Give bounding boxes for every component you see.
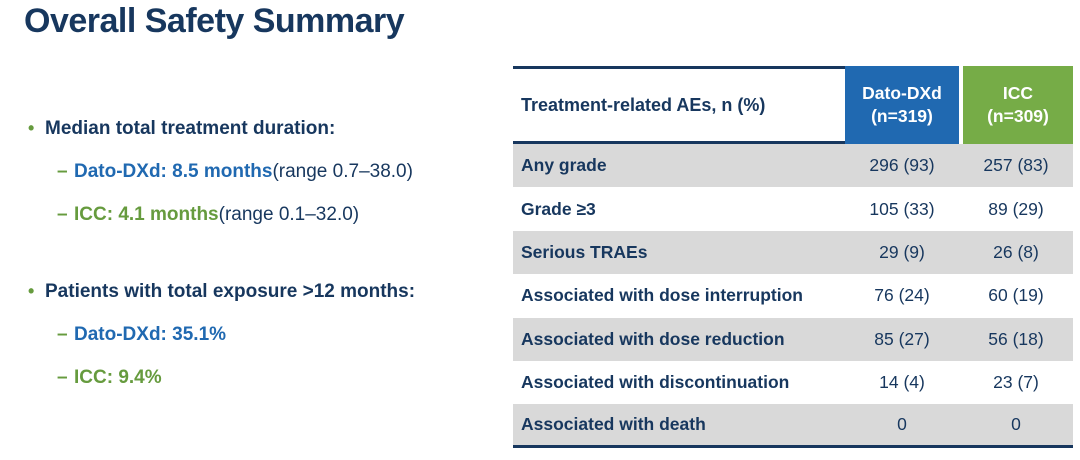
- sub-bullet-highlight: ICC: 4.1 months: [74, 204, 219, 225]
- table-row: Associated with death 0 0: [513, 404, 1073, 448]
- row-value-icc: 26 (8): [959, 230, 1073, 275]
- row-label: Associated with death: [513, 404, 845, 448]
- bullet-dot-icon: •: [28, 281, 35, 301]
- col-icc-n: (n=309): [987, 106, 1049, 126]
- row-value-icc: 0: [959, 404, 1073, 448]
- sub-bullet-highlight: Dato-DXd: 35.1%: [74, 324, 227, 345]
- bullet-panel: • Median total treatment duration: – Dato-D…: [28, 116, 506, 409]
- bullet-group-1: • Patients with total exposure >12 months…: [28, 279, 506, 390]
- table-row: Associated with dose reduction 85 (27) 56 …: [513, 317, 1073, 361]
- table-row: Grade ≥3 105 (33) 89 (29): [513, 187, 1073, 230]
- row-value-icc: 56 (18): [959, 317, 1073, 361]
- row-value-icc: 23 (7): [993, 372, 1039, 393]
- row-value-icc: 257 (83): [959, 144, 1073, 188]
- row-value-dato: 14 (4): [879, 372, 925, 393]
- row-value-dato: 76 (24): [874, 285, 930, 306]
- row-value-icc: 89 (29): [988, 198, 1044, 219]
- col-icc-name: ICC: [1002, 83, 1034, 104]
- bullet-heading-label: Median total treatment duration:: [45, 118, 336, 139]
- sub-bullet-1-0: – Dato-DXd: 35.1%: [28, 323, 506, 347]
- bullet-heading-label: Patients with total exposure >12 months:: [45, 281, 416, 302]
- sub-bullet-dash-icon: –: [57, 161, 68, 182]
- sub-bullet-highlight: Dato-DXd: 8.5 months: [74, 161, 273, 182]
- sub-bullet-1-1: – ICC: 9.4%: [28, 366, 506, 390]
- safety-table-panel: Treatment-related AEs, n (%) Dato-DXd (n…: [513, 66, 1073, 448]
- table-header-row: Treatment-related AEs, n (%) Dato-DXd (n…: [513, 66, 1073, 144]
- row-value-dato: 29 (9): [845, 230, 959, 275]
- row-label: Associated with discontinuation: [521, 372, 790, 393]
- sub-bullet-suffix: (range 0.7–38.0): [272, 161, 413, 182]
- sub-bullet-dash-icon: –: [57, 204, 68, 225]
- safety-table: Treatment-related AEs, n (%) Dato-DXd (n…: [513, 66, 1073, 448]
- table-header-icc: ICC (n=309): [959, 66, 1073, 144]
- table-row: Any grade 296 (93) 257 (83): [513, 144, 1073, 188]
- col-dato-n: (n=319): [871, 106, 933, 126]
- row-value-dato: 85 (27): [845, 317, 959, 361]
- table-row: Associated with dose interruption 76 (24)…: [513, 274, 1073, 317]
- sub-bullet-0-0: – Dato-DXd: 8.5 months (range 0.7–38.0): [28, 160, 506, 184]
- row-value-dato: 296 (93): [845, 144, 959, 188]
- table-row: Associated with discontinuation 14 (4) 23 …: [513, 361, 1073, 404]
- row-label: Associated with dose reduction: [513, 317, 845, 361]
- table-row: Serious TRAEs 29 (9) 26 (8): [513, 230, 1073, 275]
- bullet-group-0: • Median total treatment duration: – Dato-D…: [28, 116, 506, 227]
- sub-bullet-suffix: (range 0.1–32.0): [218, 204, 360, 225]
- row-label: Grade ≥3: [521, 198, 596, 219]
- table-header-dato: Dato-DXd (n=319): [845, 66, 959, 144]
- row-value-icc: 60 (19): [988, 285, 1044, 306]
- row-label: Any grade: [513, 144, 845, 188]
- bullet-dot-icon: •: [28, 118, 35, 138]
- sub-bullet-highlight: ICC: 9.4%: [74, 367, 162, 388]
- row-label: Serious TRAEs: [513, 230, 845, 275]
- row-value-dato: 105 (33): [869, 198, 935, 219]
- bullet-heading: • Median total treatment duration:: [28, 116, 506, 141]
- page-title: Overall Safety Summary: [24, 2, 405, 40]
- col-dato-name: Dato-DXd: [862, 83, 942, 104]
- sub-bullet-dash-icon: –: [57, 324, 68, 345]
- row-value-dato: 0: [845, 404, 959, 448]
- row-label: Associated with dose interruption: [521, 285, 803, 306]
- sub-bullet-dash-icon: –: [57, 367, 68, 388]
- bullet-heading: • Patients with total exposure >12 months…: [28, 279, 506, 304]
- table-header-label: Treatment-related AEs, n (%): [513, 66, 845, 144]
- sub-bullet-0-1: – ICC: 4.1 months (range 0.1–32.0): [28, 203, 506, 227]
